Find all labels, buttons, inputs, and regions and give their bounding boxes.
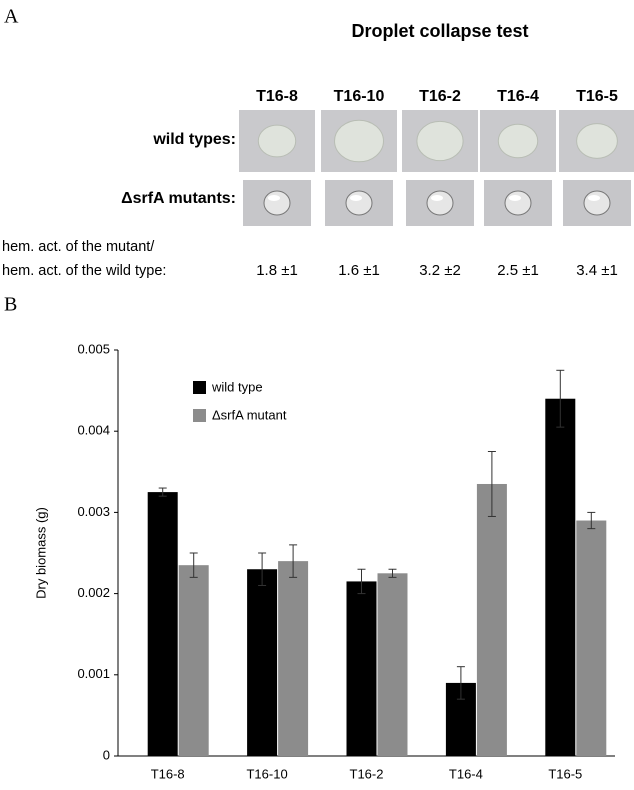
- droplet: [257, 124, 297, 158]
- bar: [278, 561, 309, 756]
- bar: [576, 520, 607, 756]
- error-bar: [587, 511, 596, 530]
- bar: [545, 398, 576, 756]
- error-bar: [388, 568, 397, 578]
- ratio-label: hem. act. of the wild type:: [2, 263, 166, 279]
- y-axis-label: Dry biomass (g): [33, 507, 48, 599]
- x-tick-label: T16-4: [449, 766, 483, 781]
- error-bar: [289, 544, 298, 578]
- ratio-value: 1.8 ±1: [256, 262, 298, 279]
- bar: [178, 565, 209, 756]
- droplet: [504, 190, 532, 216]
- panel-title: Droplet collapse test: [351, 21, 528, 41]
- panel-label: B: [4, 294, 17, 316]
- y-tick-label: 0.003: [77, 504, 110, 519]
- y-tick-label: 0.001: [77, 666, 110, 681]
- droplet: [416, 120, 464, 162]
- strain-label: T16-2: [419, 88, 461, 105]
- x-tick-label: T16-2: [350, 766, 384, 781]
- droplet: [583, 190, 611, 216]
- x-tick-label: T16-5: [548, 766, 582, 781]
- legend-label: wild type: [211, 379, 263, 394]
- row-label: wild types:: [152, 131, 236, 148]
- ratio-value: 3.2 ±2: [419, 262, 461, 279]
- x-tick-label: T16-10: [246, 766, 287, 781]
- droplet: [334, 119, 384, 163]
- strain-label: T16-4: [497, 88, 539, 105]
- droplet-highlight: [588, 195, 600, 201]
- row-label: ΔsrfA mutants:: [121, 190, 236, 207]
- y-tick-label: 0.002: [77, 585, 110, 600]
- error-bar: [487, 451, 496, 517]
- error-bar: [456, 666, 465, 700]
- bar: [147, 492, 178, 756]
- droplet-highlight: [431, 195, 443, 201]
- ratio-label: hem. act. of the mutant/: [2, 239, 155, 255]
- bar: [247, 569, 278, 756]
- strain-label: T16-8: [256, 88, 298, 105]
- error-bar: [189, 552, 198, 578]
- error-bar: [158, 487, 167, 497]
- droplet-highlight: [350, 195, 362, 201]
- panel-label: A: [4, 6, 19, 28]
- x-tick-label: T16-8: [151, 766, 185, 781]
- strain-label: T16-10: [334, 88, 385, 105]
- y-tick-label: 0.005: [77, 341, 110, 356]
- error-bar: [357, 568, 366, 595]
- ratio-value: 3.4 ±1: [576, 262, 618, 279]
- y-tick-label: 0.004: [77, 423, 110, 438]
- legend-swatch: [193, 409, 206, 422]
- y-tick-label: 0: [103, 747, 110, 762]
- droplet: [345, 190, 373, 216]
- droplet: [263, 190, 291, 216]
- ratio-value: 2.5 ±1: [497, 262, 539, 279]
- strain-label: T16-5: [576, 88, 618, 105]
- error-bar: [258, 552, 267, 586]
- legend-label: ΔsrfA mutant: [212, 407, 287, 422]
- droplet: [426, 190, 454, 216]
- error-bar: [556, 369, 565, 428]
- bar: [346, 581, 377, 756]
- legend-swatch: [193, 381, 206, 394]
- droplet-highlight: [268, 195, 280, 201]
- droplet-highlight: [509, 195, 521, 201]
- droplet: [497, 123, 539, 159]
- bar: [476, 483, 507, 756]
- ratio-value: 1.6 ±1: [338, 262, 380, 279]
- droplet: [576, 123, 618, 159]
- bar: [377, 573, 408, 756]
